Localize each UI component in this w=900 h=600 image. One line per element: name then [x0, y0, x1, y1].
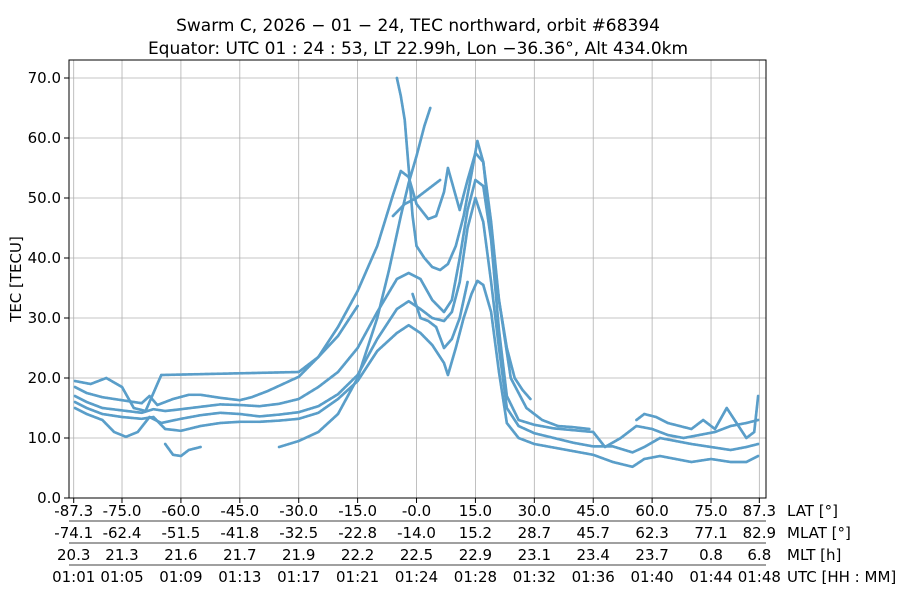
data-point — [356, 304, 359, 308]
data-point — [466, 280, 469, 284]
data-point — [438, 178, 442, 182]
data-point — [756, 454, 760, 458]
series-track-10 — [163, 442, 202, 458]
chart-title-line-1: Swarm C, 2026 − 01 − 24, TEC northward, … — [176, 16, 660, 36]
data-point — [428, 106, 432, 110]
data-series — [73, 76, 760, 469]
series-track-9 — [411, 280, 469, 350]
data-point — [529, 397, 532, 401]
data-point — [756, 442, 760, 446]
data-point — [199, 445, 202, 449]
data-point — [756, 418, 760, 422]
data-point — [587, 427, 591, 431]
series-track-11 — [635, 394, 760, 440]
chart-title-line-2: Equator: UTC 01 : 24 : 53, LT 22.99h, Lo… — [148, 39, 688, 59]
series-track-4 — [73, 151, 591, 431]
